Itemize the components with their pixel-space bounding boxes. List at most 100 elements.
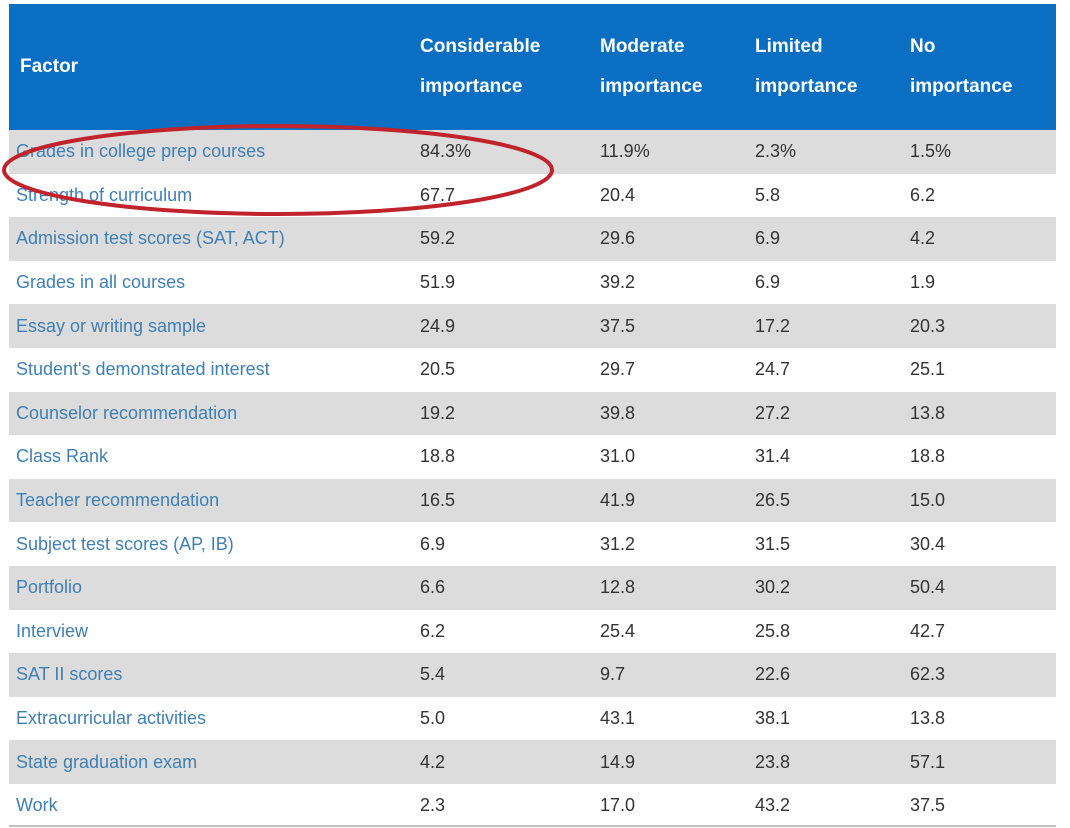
cell-factor[interactable]: Essay or writing sample [16, 315, 207, 336]
cell-limited: 24.7 [755, 359, 791, 380]
cell-considerable: 19.2 [420, 402, 456, 423]
cell-considerable: 59.2 [420, 228, 456, 249]
cell-factor[interactable]: Strength of curriculum [16, 184, 193, 205]
cell-limited: 27.2 [755, 402, 791, 423]
cell-moderate: 39.2 [600, 272, 636, 293]
cell-considerable: 24.9 [420, 315, 456, 336]
cell-factor[interactable]: Extracurricular activities [16, 708, 207, 729]
cell-factor[interactable]: Student's demonstrated interest [16, 359, 270, 380]
cell-considerable: 5.4 [420, 664, 446, 685]
cell-limited: 25.8 [755, 620, 791, 641]
factor-importance-table: Factor Considerable importance Moderate im… [9, 4, 1056, 828]
cell-factor[interactable]: Grades in college prep courses [16, 141, 266, 162]
table-row: Counselor recommendation 19.2 39.8 27.2 13.8 [9, 391, 1056, 436]
cell-limited: 22.6 [755, 664, 791, 685]
cell-moderate: 25.4 [600, 620, 636, 641]
cell-considerable: 6.2 [420, 620, 446, 641]
cell-considerable: 84.3% [420, 141, 472, 162]
cell-limited: 43.2 [755, 795, 791, 816]
table-row: Strength of curriculum 67.7 20.4 5.8 6.2 [9, 174, 1056, 218]
cell-factor[interactable]: Work [16, 795, 58, 816]
table-row: State graduation exam 4.2 14.9 23.8 57.1 [9, 740, 1056, 784]
cell-none: 62.3 [910, 664, 946, 685]
cell-none: 50.4 [910, 577, 946, 598]
cell-limited: 6.9 [755, 272, 781, 293]
cell-moderate: 11.9% [600, 141, 650, 162]
table-body: Grades in college prep courses 84.3% 11.9%… [9, 130, 1056, 828]
cell-moderate: 17.0 [600, 795, 636, 816]
cell-considerable: 5.0 [420, 708, 446, 729]
cell-limited: 2.3% [755, 141, 797, 162]
cell-factor[interactable]: SAT II scores [16, 664, 123, 685]
cell-moderate: 9.7 [600, 664, 626, 685]
cell-considerable: 18.8 [420, 446, 456, 467]
cell-limited: 26.5 [755, 490, 791, 511]
cell-limited: 6.9 [755, 228, 781, 249]
cell-factor[interactable]: Interview [16, 620, 89, 641]
factor-importance-table-container: Factor Considerable importance Moderate im… [9, 4, 1056, 828]
cell-factor[interactable]: Portfolio [16, 577, 83, 598]
table-row: Work 2.3 17.0 43.2 37.5 [9, 784, 1056, 828]
cell-moderate: 20.4 [600, 184, 636, 205]
cell-none: 13.8 [910, 708, 946, 729]
cell-none: 4.2 [910, 228, 936, 249]
cell-none: 20.3 [910, 315, 946, 336]
table-row: Class Rank 18.8 31.0 31.4 18.8 [9, 435, 1056, 479]
cell-considerable: 4.2 [420, 751, 446, 772]
table-header-row: Factor Considerable importance Moderate im… [9, 4, 1056, 130]
cell-factor[interactable]: Subject test scores (AP, IB) [16, 533, 234, 554]
cell-limited: 31.5 [755, 533, 791, 554]
cell-none: 6.2 [910, 184, 936, 205]
table-row: Interview 6.2 25.4 25.8 42.7 [9, 610, 1056, 654]
cell-none: 13.8 [910, 402, 946, 423]
cell-considerable: 6.9 [420, 533, 446, 554]
cell-none: 1.5% [910, 141, 952, 162]
cell-limited: 23.8 [755, 751, 791, 772]
table-row: SAT II scores 5.4 9.7 22.6 62.3 [9, 653, 1056, 697]
table-bottom-border [9, 825, 1056, 827]
cell-none: 1.9 [910, 272, 936, 293]
cell-moderate: 31.2 [600, 533, 636, 554]
cell-limited: 17.2 [755, 315, 791, 336]
cell-factor[interactable]: Counselor recommendation [16, 402, 238, 423]
header-no-importance: No importance [910, 36, 1013, 97]
cell-none: 25.1 [910, 359, 946, 380]
cell-limited: 31.4 [755, 446, 791, 467]
cell-factor[interactable]: Teacher recommendation [16, 490, 220, 511]
cell-considerable: 20.5 [420, 359, 456, 380]
cell-considerable: 6.6 [420, 577, 446, 598]
cell-factor[interactable]: Admission test scores (SAT, ACT) [16, 228, 285, 249]
header-limited-importance: Limited importance [755, 36, 858, 97]
cell-moderate: 43.1 [600, 708, 636, 729]
cell-none: 42.7 [910, 620, 946, 641]
table-row: Subject test scores (AP, IB) 6.9 31.2 31.5 3… [9, 522, 1056, 566]
cell-moderate: 14.9 [600, 751, 636, 772]
cell-considerable: 2.3 [420, 795, 446, 816]
cell-moderate: 29.7 [600, 359, 636, 380]
cell-none: 30.4 [910, 533, 946, 554]
table-row: Admission test scores (SAT, ACT) 59.2 29.6… [9, 217, 1056, 261]
cell-none: 18.8 [910, 446, 946, 467]
cell-limited: 38.1 [755, 708, 791, 729]
cell-moderate: 41.9 [600, 490, 636, 511]
table-row: Extracurricular activities 5.0 43.1 38.1 13.… [9, 697, 1056, 741]
table-row: Grades in all courses 51.9 39.2 6.9 1.9 [9, 261, 1056, 305]
cell-factor[interactable]: Class Rank [16, 446, 109, 467]
cell-factor[interactable]: Grades in all courses [16, 272, 186, 293]
cell-none: 57.1 [910, 751, 946, 772]
cell-considerable: 51.9 [420, 272, 456, 293]
table-row: Student's demonstrated interest 20.5 29.7 2… [9, 348, 1056, 392]
cell-moderate: 31.0 [600, 446, 636, 467]
cell-moderate: 39.8 [600, 402, 636, 423]
cell-moderate: 37.5 [600, 315, 636, 336]
cell-limited: 5.8 [755, 184, 781, 205]
cell-none: 15.0 [910, 490, 946, 511]
cell-limited: 30.2 [755, 577, 791, 598]
cell-factor[interactable]: State graduation exam [16, 751, 198, 772]
cell-none: 37.5 [910, 795, 946, 816]
table-row: Grades in college prep courses 84.3% 11.9%… [9, 130, 1056, 174]
header-factor: Factor [20, 56, 79, 77]
table-row: Portfolio 6.6 12.8 30.2 50.4 [9, 565, 1056, 610]
table-row: Essay or writing sample 24.9 37.5 17.2 20.3 [9, 304, 1056, 348]
cell-considerable: 67.7 [420, 184, 456, 205]
